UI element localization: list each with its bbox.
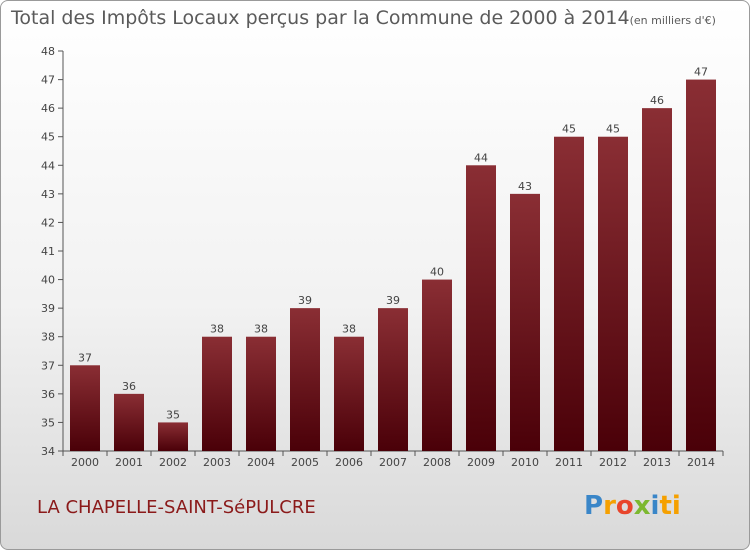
logo-letter: r — [603, 491, 616, 521]
bar-value-label: 39 — [298, 294, 312, 307]
y-tick-label: 46 — [41, 102, 55, 115]
bar — [114, 393, 144, 451]
chart-title: Total des Impôts Locaux perçus par la Co… — [11, 7, 716, 29]
x-tick-label: 2000 — [71, 456, 99, 469]
chart-title-main: Total des Impôts Locaux perçus par la Co… — [11, 7, 630, 29]
y-tick-label: 38 — [41, 331, 55, 344]
y-tick-label: 47 — [41, 74, 55, 87]
bar — [510, 193, 540, 451]
bar-value-label: 39 — [386, 294, 400, 307]
y-tick-label: 36 — [41, 388, 55, 401]
y-tick-label: 39 — [41, 302, 55, 315]
y-tick-label: 37 — [41, 359, 55, 372]
bar — [554, 136, 584, 451]
bar — [202, 336, 232, 451]
bar-value-label: 37 — [78, 351, 92, 364]
bar — [686, 79, 716, 452]
logo-letter: o — [615, 491, 634, 521]
x-tick-label: 2003 — [203, 456, 231, 469]
bar-value-label: 38 — [254, 323, 268, 336]
x-tick-label: 2005 — [291, 456, 319, 469]
commune-name: LA CHAPELLE-SAINT-SéPULCRE — [37, 497, 316, 518]
bar-value-label: 40 — [430, 266, 444, 279]
y-tick-label: 44 — [41, 159, 55, 172]
x-tick-label: 2013 — [643, 456, 671, 469]
x-tick-label: 2014 — [687, 456, 715, 469]
bar — [158, 422, 188, 451]
y-tick-label: 42 — [41, 216, 55, 229]
bar — [422, 279, 452, 451]
bar-value-label: 45 — [562, 123, 576, 136]
logo-letter: x — [633, 491, 651, 521]
bar — [466, 165, 496, 452]
y-tick-label: 41 — [41, 245, 55, 258]
bar — [246, 336, 276, 451]
y-tick-label: 35 — [41, 416, 55, 429]
x-tick-label: 2002 — [159, 456, 187, 469]
bar — [290, 308, 320, 451]
y-tick-label: 40 — [41, 274, 55, 287]
bar — [642, 108, 672, 452]
bar-value-label: 35 — [166, 408, 180, 421]
chart-title-unit: (en milliers d'€) — [629, 14, 716, 27]
bar-value-label: 46 — [650, 94, 664, 107]
logo-letter: ti — [659, 491, 681, 521]
bar-value-label: 44 — [474, 151, 488, 164]
x-tick-label: 2010 — [511, 456, 539, 469]
x-tick-label: 2009 — [467, 456, 495, 469]
y-tick-label: 34 — [41, 445, 55, 458]
x-tick-label: 2001 — [115, 456, 143, 469]
bar-value-label: 43 — [518, 180, 532, 193]
x-tick-label: 2007 — [379, 456, 407, 469]
bar-value-label: 38 — [342, 323, 356, 336]
proxiti-logo: Proxiti — [584, 491, 681, 521]
bar — [334, 336, 364, 451]
y-tick-label: 43 — [41, 188, 55, 201]
x-tick-label: 2012 — [599, 456, 627, 469]
y-tick-label: 48 — [41, 45, 55, 58]
logo-letter: P — [584, 491, 604, 521]
bar-chart: 34 35 36 37 38 39 40 41 42 43 44 45 46 47 48 37 2000 36 20… — [41, 45, 724, 469]
logo-letter: i — [650, 491, 660, 521]
bar — [378, 308, 408, 451]
bar-value-label: 36 — [122, 380, 136, 393]
bar-value-label: 38 — [210, 323, 224, 336]
bar-value-label: 47 — [694, 66, 708, 79]
x-tick-label: 2008 — [423, 456, 451, 469]
y-tick-label: 45 — [41, 131, 55, 144]
bar-value-label: 45 — [606, 123, 620, 136]
x-tick-label: 2004 — [247, 456, 275, 469]
bar — [70, 365, 100, 451]
bar — [598, 136, 628, 451]
x-tick-label: 2011 — [555, 456, 583, 469]
x-tick-label: 2006 — [335, 456, 363, 469]
